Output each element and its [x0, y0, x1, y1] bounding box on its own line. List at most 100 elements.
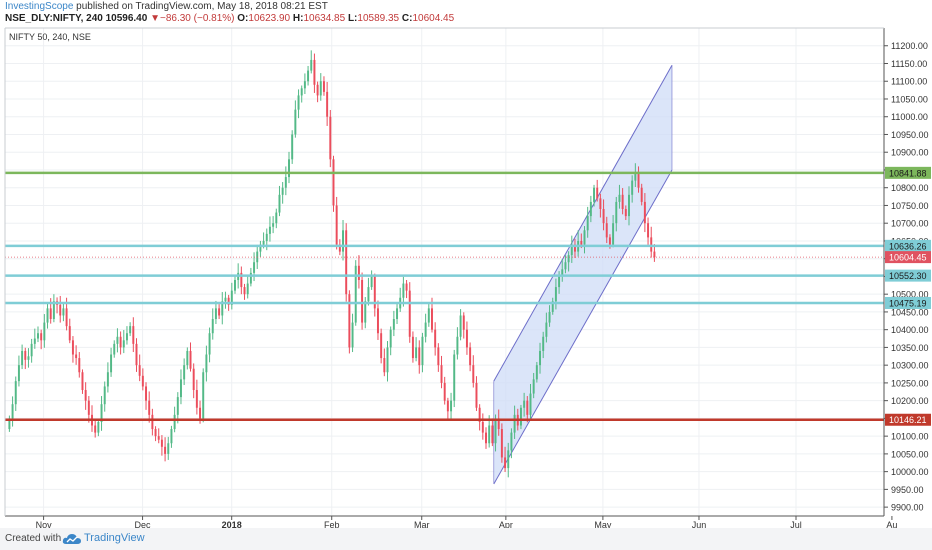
candle	[84, 382, 87, 410]
candle-body	[97, 421, 100, 433]
candle	[351, 313, 354, 353]
level-badge-bg	[885, 296, 931, 309]
level-badge-bg	[885, 166, 931, 179]
x-tick-label: Jun	[692, 520, 707, 528]
candle-body	[275, 212, 278, 224]
candle-body	[357, 265, 360, 280]
candle-body	[8, 418, 11, 430]
candle	[542, 331, 545, 359]
candle-body	[431, 308, 433, 330]
candle-body	[62, 308, 65, 316]
y-tick-label: 10100.00	[891, 432, 929, 442]
candle-body	[469, 347, 472, 366]
candle-body	[78, 358, 81, 373]
candle-body	[338, 244, 341, 252]
level-badge-text: 10475.19	[889, 298, 927, 308]
candle	[17, 355, 20, 387]
candle-body	[593, 187, 596, 202]
level-badge: 10636.26	[885, 239, 931, 252]
candle-body	[189, 350, 192, 369]
candle	[612, 215, 615, 248]
candle	[94, 419, 97, 438]
candle-body	[545, 322, 548, 337]
candle	[154, 426, 157, 442]
candle	[27, 348, 30, 368]
candle	[281, 182, 284, 204]
candle-body	[46, 308, 49, 323]
candle	[170, 425, 173, 448]
candle	[160, 435, 163, 456]
candle-body	[103, 386, 106, 405]
candle	[453, 349, 456, 408]
y-tick-label: 10500.00	[891, 290, 929, 300]
candle	[300, 85, 303, 103]
x-tick-label: Mar	[414, 520, 430, 528]
candle	[472, 355, 475, 388]
y-tick-label: 10350.00	[891, 343, 929, 353]
candle	[335, 196, 338, 250]
candle	[75, 345, 78, 365]
candle	[230, 282, 233, 310]
author-link[interactable]: InvestingScope	[5, 1, 74, 12]
candle	[151, 408, 154, 436]
candle-body	[249, 272, 252, 284]
candle	[567, 251, 570, 272]
y-tick-label: 9900.00	[891, 503, 924, 513]
candle	[113, 340, 116, 358]
candle-body	[326, 91, 329, 117]
candle	[548, 305, 551, 327]
candle	[157, 428, 160, 444]
candle-body	[179, 379, 182, 398]
candle	[539, 342, 542, 374]
candle-body	[208, 333, 211, 355]
y-tick-label: 10700.00	[891, 219, 929, 229]
x-tick-label: Apr	[499, 520, 513, 528]
candle	[408, 282, 411, 343]
candle	[24, 347, 27, 370]
candle-body	[554, 287, 557, 302]
candle-body	[218, 308, 221, 316]
level-badge-text: 10636.26	[889, 241, 927, 251]
candle-body	[30, 343, 33, 357]
level-badge-text: 10146.21	[889, 415, 927, 425]
candle	[243, 283, 246, 300]
candle-body	[195, 390, 198, 408]
candle	[310, 50, 313, 74]
candle	[234, 275, 236, 294]
candle-body	[389, 329, 392, 348]
symbol-label: NSE_DLY:NIFTY, 240	[5, 13, 103, 24]
candle-body	[300, 88, 303, 96]
candle-body	[243, 287, 246, 295]
price-chart[interactable]: 9900.00 9950.00 10000.00 10050.00 10100.00 10…	[0, 26, 932, 528]
candle-body	[529, 393, 532, 415]
candle-body	[440, 365, 443, 383]
candle-body	[624, 209, 627, 217]
candle-body	[421, 336, 424, 366]
y-tick-label: 11100.00	[891, 77, 927, 87]
candle	[357, 255, 360, 289]
candle-body	[631, 180, 634, 195]
candle	[367, 277, 370, 306]
candle	[110, 347, 113, 377]
candle	[11, 396, 14, 427]
y-tick-label: 10200.00	[891, 396, 929, 406]
candle	[504, 446, 507, 472]
candle-body	[548, 311, 551, 323]
candle	[383, 348, 386, 377]
candle	[354, 260, 357, 326]
tradingview-brand[interactable]: TradingView	[84, 532, 145, 544]
candle-body	[246, 283, 249, 295]
y-tick-label: 10300.00	[891, 361, 929, 371]
candle-body	[532, 379, 535, 394]
candle	[46, 303, 49, 329]
candle	[392, 310, 395, 337]
candle-body	[472, 365, 475, 383]
candle-body	[170, 429, 173, 444]
candle	[628, 186, 630, 226]
candle-body	[513, 414, 516, 433]
candle-body	[647, 223, 650, 238]
candle-body	[52, 301, 55, 320]
candle-body	[43, 322, 46, 341]
chart-symbol-label: NIFTY 50, 240, NSE	[9, 32, 91, 42]
candle-body	[408, 290, 411, 337]
